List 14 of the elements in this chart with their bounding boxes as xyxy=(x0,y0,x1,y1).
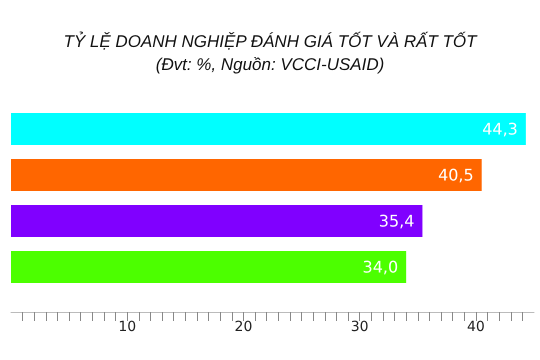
chart-title: TỶ LỆ DOANH NGHIỆP ĐÁNH GIÁ TỐT VÀ RẤT TỐT xyxy=(63,31,478,51)
bar xyxy=(11,205,422,237)
data-label: 35,4 xyxy=(378,212,414,230)
data-label: 34,0 xyxy=(362,258,398,276)
x-tick-label: 30 xyxy=(350,319,369,335)
bar xyxy=(11,251,406,283)
data-label: 40,5 xyxy=(438,166,474,184)
x-tick-label: 10 xyxy=(118,319,136,335)
bar xyxy=(11,159,482,191)
x-tick-label: 20 xyxy=(234,319,252,335)
x-tick-label: 40 xyxy=(466,319,485,335)
bar xyxy=(11,113,526,145)
chart-subtitle: (Đvt: %, Nguồn: VCCI-USAID) xyxy=(156,55,384,74)
data-label: 44,3 xyxy=(482,120,518,138)
